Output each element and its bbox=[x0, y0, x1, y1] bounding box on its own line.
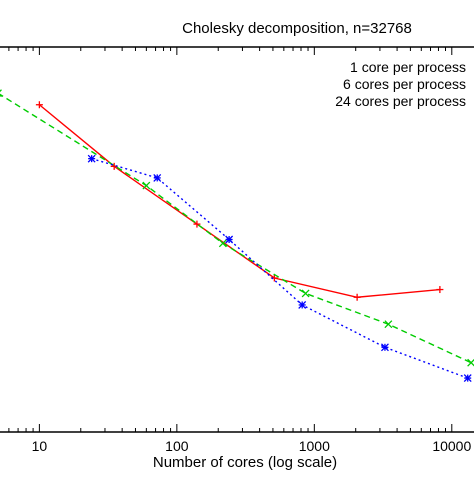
cross-marker bbox=[218, 239, 227, 248]
star-marker bbox=[380, 343, 389, 352]
plus-marker bbox=[436, 286, 444, 294]
cross-marker bbox=[0, 89, 2, 98]
cross-marker bbox=[467, 358, 474, 367]
series-layer bbox=[0, 89, 474, 383]
plus-marker bbox=[35, 101, 43, 109]
series-3 bbox=[87, 154, 472, 383]
plot-area-border bbox=[0, 46, 474, 433]
cross-marker bbox=[142, 181, 151, 190]
x-tick-label: 100 bbox=[165, 438, 189, 454]
star-marker bbox=[153, 173, 162, 182]
legend-entry-label: 1 core per process bbox=[350, 59, 466, 75]
legend-entry-label: 6 cores per process bbox=[343, 76, 466, 92]
x-axis: 10 100 1000 10000 bbox=[8, 47, 471, 454]
cross-marker bbox=[301, 289, 310, 298]
star-marker bbox=[225, 235, 234, 244]
x-axis-label: Number of cores (log scale) bbox=[153, 454, 337, 471]
series-1 bbox=[35, 101, 444, 301]
series-line bbox=[0, 93, 472, 364]
star-marker bbox=[463, 374, 472, 383]
star-marker bbox=[87, 154, 96, 163]
plot-frame bbox=[0, 46, 474, 433]
x-tick-label: 1000 bbox=[299, 438, 330, 454]
series-2 bbox=[0, 89, 474, 367]
cross-marker bbox=[384, 320, 393, 329]
x-tick-label: 10000 bbox=[432, 438, 471, 454]
plus-marker bbox=[193, 220, 201, 228]
x-tick-label: 10 bbox=[32, 438, 48, 454]
plus-marker bbox=[353, 293, 361, 301]
chart-title: Cholesky decomposition, n=32768 bbox=[182, 20, 412, 37]
star-marker bbox=[298, 300, 307, 309]
legend-entry-label: 24 cores per process bbox=[335, 93, 466, 109]
series-line bbox=[38, 104, 440, 298]
series-line bbox=[91, 157, 468, 379]
